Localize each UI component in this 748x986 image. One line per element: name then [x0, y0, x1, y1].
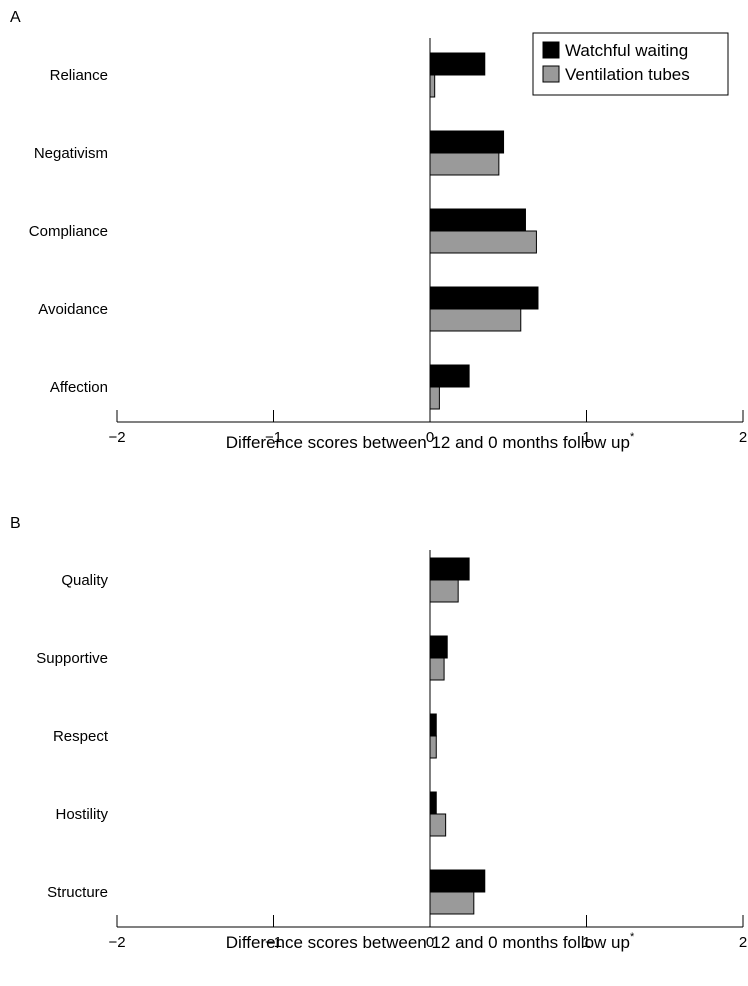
- x-tick-label: 2: [739, 934, 747, 951]
- x-tick-label: 1: [582, 429, 590, 446]
- bar-watchful-waiting: [429, 286, 539, 310]
- x-tick-label: 0: [426, 429, 434, 446]
- bar-ventilation-tubes: [429, 386, 440, 410]
- bar-watchful-waiting: [429, 713, 437, 737]
- bar-ventilation-tubes: [429, 230, 537, 254]
- x-tick-label: 1: [582, 934, 590, 951]
- legend-label: Ventilation tubes: [565, 65, 690, 84]
- panel-label: A: [10, 9, 21, 26]
- legend-label: Watchful waiting: [565, 41, 688, 60]
- category-label: Affection: [50, 379, 108, 396]
- category-label: Hostility: [55, 806, 108, 823]
- category-label: Compliance: [29, 223, 108, 240]
- legend-swatch-ventilation-tubes: [542, 65, 560, 83]
- x-tick-label: −1: [265, 429, 282, 446]
- category-label: Quality: [61, 572, 108, 589]
- bar-ventilation-tubes: [429, 74, 436, 98]
- panel-label: B: [10, 515, 21, 532]
- bar-ventilation-tubes: [429, 657, 445, 681]
- category-label: Supportive: [36, 650, 108, 667]
- category-label: Avoidance: [38, 301, 108, 318]
- bar-watchful-waiting: [429, 52, 486, 76]
- bar-watchful-waiting: [429, 130, 505, 154]
- x-axis-label: Difference scores between 12 and 0 month…: [226, 431, 635, 452]
- footnote-mark: *: [630, 931, 635, 943]
- bar-ventilation-tubes: [429, 579, 459, 603]
- x-axis-label: Difference scores between 12 and 0 month…: [226, 931, 635, 952]
- bar-watchful-waiting: [429, 364, 470, 388]
- x-tick-label: 2: [739, 429, 747, 446]
- bar-ventilation-tubes: [429, 152, 500, 176]
- category-label: Negativism: [34, 145, 108, 162]
- x-tick-label: −2: [108, 429, 125, 446]
- category-label: Respect: [53, 728, 109, 745]
- legend-swatch-watchful-waiting: [542, 41, 560, 59]
- bar-watchful-waiting: [429, 791, 437, 815]
- legend-box: [532, 32, 729, 96]
- footnote-mark: *: [630, 431, 635, 443]
- x-tick-label: 0: [426, 934, 434, 951]
- bar-watchful-waiting: [429, 208, 526, 232]
- bar-watchful-waiting: [429, 869, 486, 893]
- category-label: Reliance: [50, 67, 108, 84]
- bar-ventilation-tubes: [429, 891, 475, 915]
- bar-ventilation-tubes: [429, 813, 447, 837]
- bar-ventilation-tubes: [429, 308, 522, 332]
- bar-ventilation-tubes: [429, 735, 437, 759]
- bar-watchful-waiting: [429, 635, 448, 659]
- x-tick-label: −1: [265, 934, 282, 951]
- category-label: Structure: [47, 884, 108, 901]
- x-tick-label: −2: [108, 934, 125, 951]
- bar-watchful-waiting: [429, 557, 470, 581]
